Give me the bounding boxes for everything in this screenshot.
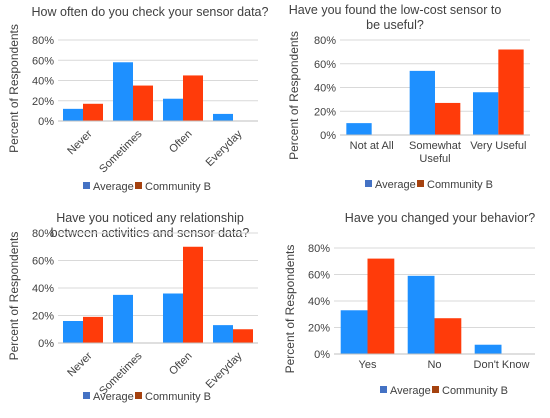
y-tick-label: 80%: [32, 35, 54, 47]
chart-title: Have you changed your behavior?: [345, 211, 535, 225]
chart-panel-3: Have you noticed any relationshipbetween…: [7, 211, 258, 403]
chart-panel-4: Have you changed your behavior? 0% 20% 40% 6…: [283, 211, 535, 397]
x-tick-label: Don't Know: [474, 359, 530, 371]
legend-label: Average: [375, 179, 416, 191]
x-tick-label: Useful: [419, 153, 450, 165]
bar-average: [474, 344, 502, 354]
x-tick-label: Not at All: [350, 140, 394, 152]
bar-average: [63, 321, 83, 343]
x-tick-label: Never: [65, 350, 94, 379]
bar-community-b: [83, 316, 103, 343]
x-tick-label: Somewhat: [409, 140, 461, 152]
bar-community-b: [498, 49, 524, 135]
chart-panel-1: How often do you check your sensor data?…: [7, 5, 269, 193]
bar-average: [340, 310, 368, 354]
chart-title: How often do you check your sensor data?: [32, 5, 269, 19]
x-tick-label: No: [427, 359, 441, 371]
bar-average: [163, 98, 183, 121]
y-tick-label: 20%: [314, 106, 336, 118]
legend-label: Average: [390, 385, 431, 397]
x-tick-label: Sometimes: [97, 128, 145, 176]
y-axis-label: Percent of Respondents: [287, 31, 301, 160]
y-tick-label: 80%: [32, 228, 54, 240]
bar-community-b: [183, 246, 203, 343]
y-tick-label: 60%: [314, 59, 336, 71]
bar-community-b: [183, 75, 203, 121]
chart-title: be useful?: [366, 18, 424, 32]
y-tick-label: 20%: [308, 323, 330, 335]
bar-average: [346, 123, 372, 135]
legend-swatch: [83, 392, 90, 399]
y-axis-label: Percent of Respondents: [7, 232, 21, 361]
bar-average: [163, 293, 183, 343]
bar-average: [63, 108, 83, 121]
legend-swatch: [135, 182, 142, 189]
y-axis-label: Percent of Respondents: [7, 24, 21, 153]
legend-swatch: [432, 386, 439, 393]
legend-label: Community B: [145, 391, 211, 403]
y-tick-label: 80%: [314, 35, 336, 47]
legend-label: Average: [93, 391, 134, 403]
legend-label: Average: [93, 181, 134, 193]
legend-label: Community B: [145, 181, 211, 193]
y-tick-label: 0%: [320, 130, 336, 142]
bar-average: [213, 113, 233, 121]
legend-swatch: [365, 180, 372, 187]
x-tick-label: Everyday: [204, 128, 245, 169]
bar-community-b: [434, 318, 462, 354]
chart-title: Have you noticed any relationship: [56, 211, 244, 225]
y-tick-label: 80%: [308, 243, 330, 255]
bar-average: [213, 325, 233, 343]
legend-swatch: [135, 392, 142, 399]
legend-label: Community B: [442, 385, 508, 397]
y-tick-label: 20%: [32, 311, 54, 323]
bar-community-b: [233, 329, 253, 343]
y-tick-label: 40%: [308, 296, 330, 308]
bar-community-b: [367, 258, 395, 354]
y-tick-label: 60%: [308, 270, 330, 282]
y-axis-label: Percent of Respondents: [283, 245, 297, 374]
y-tick-label: 20%: [32, 96, 54, 108]
y-tick-label: 0%: [38, 116, 54, 128]
bar-average: [113, 294, 133, 343]
bar-community-b: [83, 103, 103, 121]
x-tick-label: Often: [167, 350, 195, 378]
bar-average: [113, 62, 133, 121]
bar-community-b: [435, 102, 461, 135]
y-tick-label: 60%: [32, 55, 54, 67]
legend-swatch: [83, 182, 90, 189]
y-tick-label: 0%: [314, 349, 330, 361]
x-tick-label: Often: [167, 128, 195, 156]
bar-average: [473, 92, 499, 135]
chart-panel-2: Have you found the low-cost sensor tobe …: [287, 3, 530, 191]
legend-label: Community B: [427, 179, 493, 191]
x-tick-label: Everyday: [204, 350, 245, 391]
y-tick-label: 60%: [32, 256, 54, 268]
bar-average: [407, 275, 435, 354]
y-tick-label: 0%: [38, 338, 54, 350]
bar-community-b: [133, 85, 153, 121]
legend-swatch: [380, 386, 387, 393]
bar-average: [409, 70, 435, 135]
x-tick-label: Never: [65, 128, 94, 157]
y-tick-label: 40%: [314, 83, 336, 95]
x-tick-label: Yes: [359, 359, 377, 371]
chart-title: Have you found the low-cost sensor to: [289, 3, 502, 17]
legend-swatch: [417, 180, 424, 187]
y-tick-label: 40%: [32, 76, 54, 88]
x-tick-label: Very Useful: [470, 140, 526, 152]
y-tick-label: 40%: [32, 283, 54, 295]
